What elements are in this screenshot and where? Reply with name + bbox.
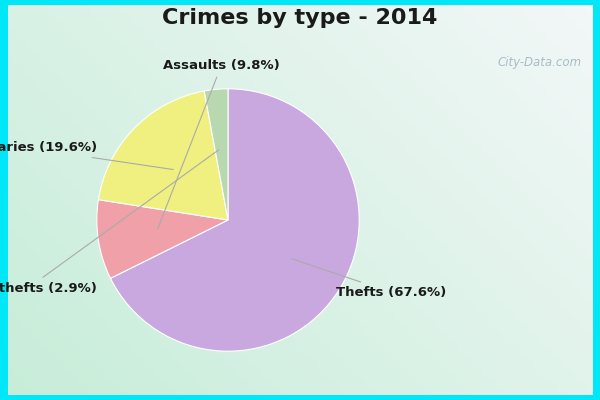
Text: Assaults (9.8%): Assaults (9.8%) [158,59,280,229]
Wedge shape [98,91,228,220]
Wedge shape [204,89,228,220]
Text: Crimes by type - 2014: Crimes by type - 2014 [163,8,437,28]
Text: Thefts (67.6%): Thefts (67.6%) [292,259,446,299]
Text: Burglaries (19.6%): Burglaries (19.6%) [0,141,173,170]
Wedge shape [97,200,228,278]
Text: City-Data.com: City-Data.com [498,56,582,69]
Wedge shape [110,89,359,351]
Text: Auto thefts (2.9%): Auto thefts (2.9%) [0,150,219,295]
